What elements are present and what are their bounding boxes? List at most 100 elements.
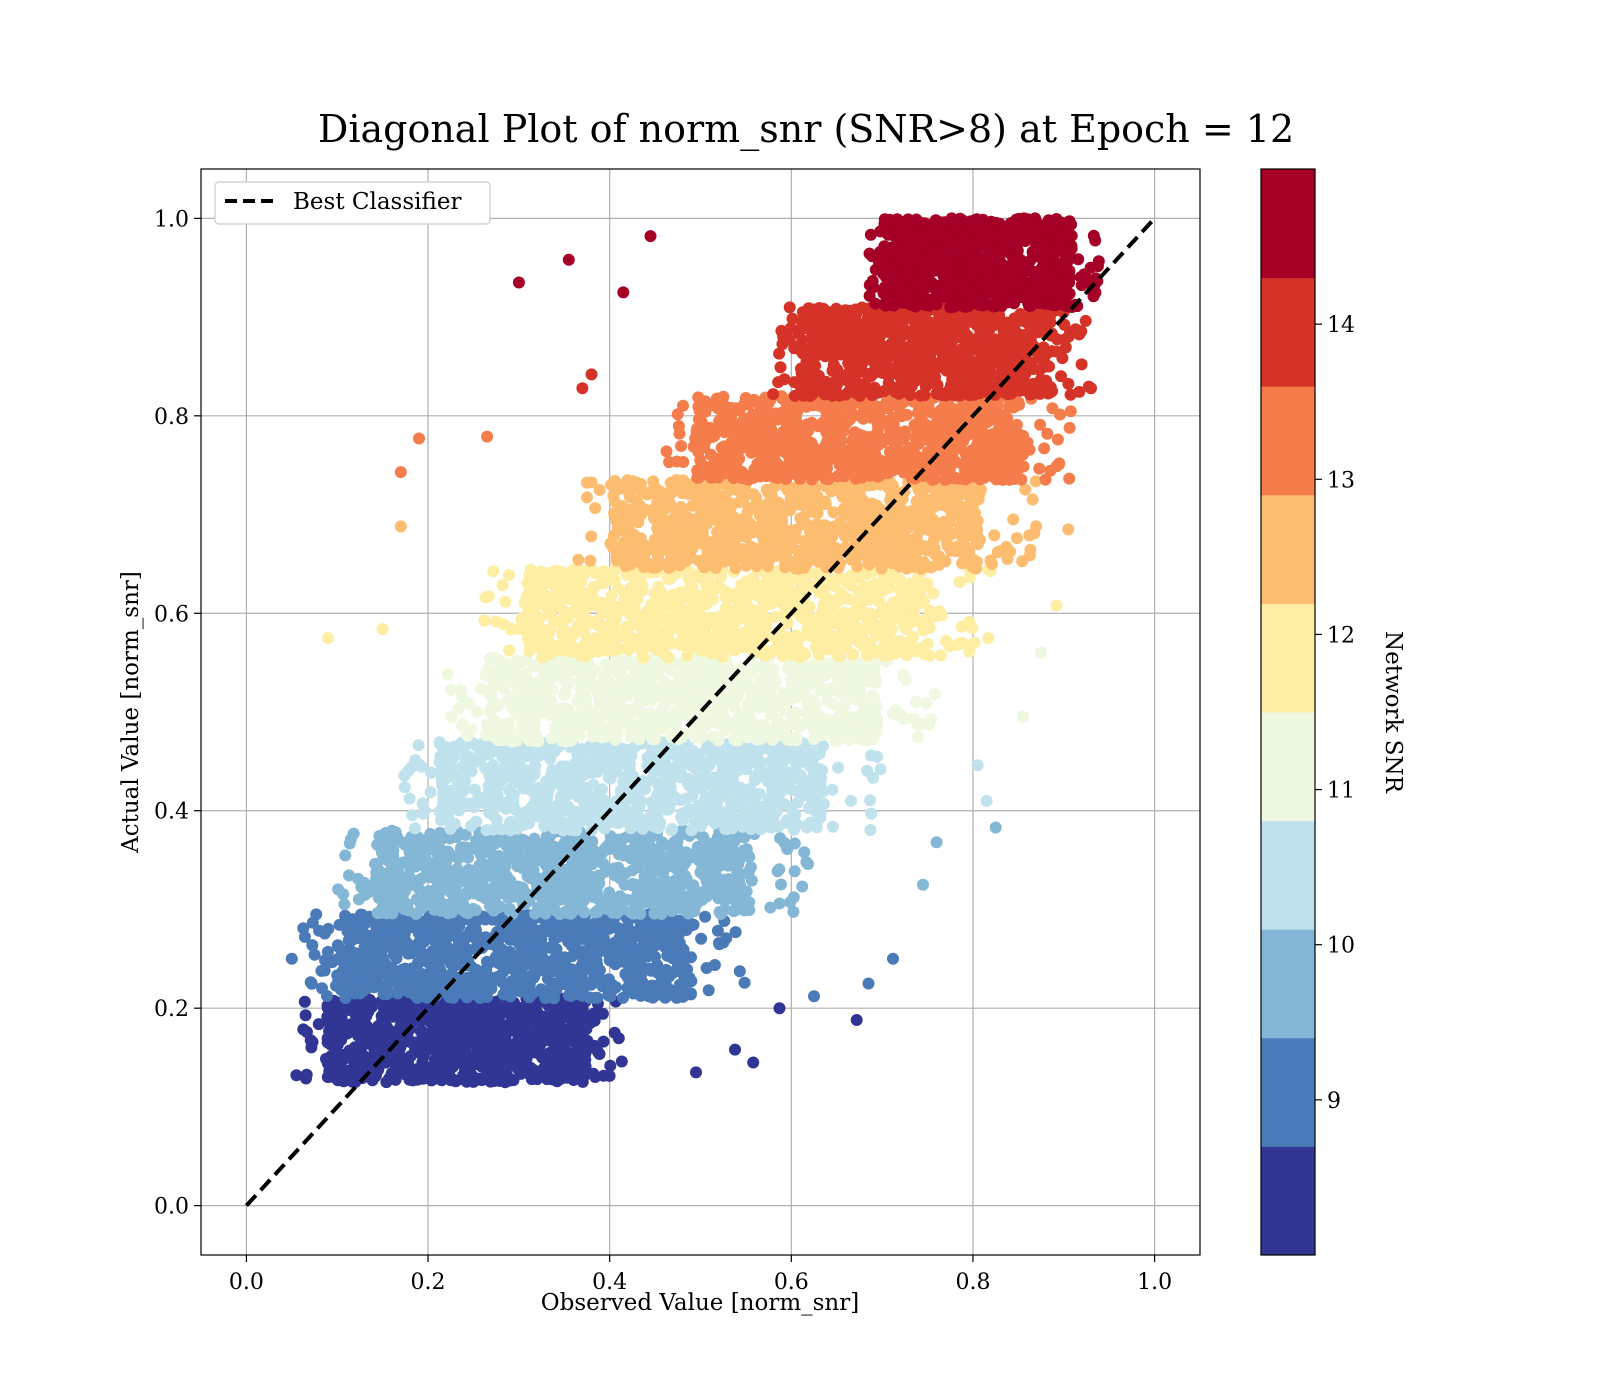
scatter-point — [346, 952, 359, 964]
scatter-point — [864, 794, 877, 807]
scatter-point — [532, 1022, 545, 1034]
scatter-point — [642, 686, 655, 698]
scatter-point — [421, 1062, 434, 1075]
scatter-point — [458, 1022, 471, 1035]
scatter-point — [807, 747, 820, 760]
scatter-point — [481, 1053, 493, 1066]
scatter-point — [798, 846, 811, 859]
scatter-point — [673, 978, 686, 991]
scatter-point — [536, 674, 549, 687]
scatter-point — [444, 956, 457, 969]
scatter-point — [543, 814, 556, 827]
scatter-point — [369, 1070, 382, 1083]
scatter-point — [562, 989, 575, 1002]
scatter-point — [847, 648, 860, 661]
scatter-point — [363, 993, 376, 1006]
scatter-point — [629, 942, 642, 955]
scatter-point — [390, 1009, 403, 1022]
scatter-point — [597, 857, 610, 870]
scatter-point — [496, 751, 509, 764]
scatter-point — [793, 720, 806, 733]
scatter-point — [493, 859, 506, 872]
scatter-point — [573, 930, 585, 943]
scatter-point — [911, 731, 924, 743]
scatter-point — [864, 824, 877, 836]
scatter-point — [487, 804, 500, 817]
scatter-point — [306, 916, 319, 929]
scatter-point — [482, 780, 495, 793]
scatter-point — [713, 938, 726, 951]
scatter-point — [442, 942, 454, 954]
scatter-point — [330, 979, 342, 992]
scatter-point — [529, 907, 541, 920]
scatter-point — [730, 758, 743, 771]
scatter-point — [868, 696, 881, 709]
scatter-point — [533, 944, 546, 957]
scatter-point — [409, 754, 422, 767]
scatter-point — [735, 789, 748, 802]
scatter-point — [518, 772, 531, 785]
scatter-point — [368, 978, 381, 991]
scatter-point — [805, 663, 818, 676]
scatter-point — [609, 936, 622, 949]
scatter-point — [829, 735, 842, 748]
scatter-point — [443, 898, 456, 911]
scatter-point — [527, 798, 540, 811]
scatter-point — [646, 923, 659, 935]
scatter-point — [787, 905, 800, 918]
scatter-point — [488, 1074, 501, 1087]
scatter-point — [436, 922, 449, 935]
scatter-point — [567, 969, 580, 982]
scatter-point — [569, 870, 582, 883]
scatter-point — [871, 750, 884, 763]
scatter-point — [510, 1023, 523, 1036]
scatter-point — [520, 697, 533, 710]
scatter-point — [610, 664, 623, 677]
scatter-point — [496, 1052, 509, 1064]
scatter-point — [757, 719, 770, 731]
scatter-point — [337, 1075, 350, 1088]
scatter-point — [760, 671, 773, 684]
scatter-point — [597, 1035, 610, 1048]
scatter-point — [553, 1054, 566, 1067]
scatter-point — [442, 804, 455, 817]
scatter-point — [701, 812, 714, 825]
scatter-point — [352, 1055, 364, 1068]
scatter-point — [738, 976, 751, 989]
scatter-point — [857, 662, 870, 675]
scatter-point — [771, 865, 784, 878]
scatter-point — [394, 873, 407, 886]
scatter-point — [616, 845, 629, 857]
scatter-point — [721, 834, 733, 847]
scatter-point — [498, 670, 511, 683]
scatter-point — [635, 968, 648, 981]
scatter-point — [485, 682, 498, 694]
scatter-point — [684, 988, 697, 1001]
scatter-point — [620, 952, 633, 965]
scatter-point — [602, 771, 615, 784]
scatter-point — [496, 579, 509, 592]
scatter-point — [522, 817, 535, 830]
scatter-point — [498, 682, 510, 695]
scatter-point — [404, 921, 417, 933]
scatter-point — [717, 725, 730, 738]
scatter-point — [832, 672, 845, 685]
scatter-point — [491, 1019, 504, 1032]
scatter-point — [648, 907, 661, 920]
scatter-point — [598, 794, 611, 807]
scatter-point — [577, 757, 590, 770]
scatter-point — [811, 709, 824, 722]
scatter-point — [907, 712, 920, 725]
scatter-point — [556, 671, 569, 684]
scatter-point — [549, 883, 562, 896]
scatter-point — [342, 1049, 355, 1062]
scatter-point — [740, 885, 753, 898]
scatter-point — [714, 782, 727, 795]
scatter-point — [764, 709, 777, 721]
scatter-point — [357, 1023, 370, 1036]
scatter-point — [545, 742, 557, 755]
scatter-point — [571, 1015, 584, 1028]
chart-title: Diagonal Plot of norm_snr (SNR>8) at Epo… — [318, 107, 1294, 152]
scatter-point — [835, 688, 848, 701]
scatter-point — [324, 1038, 337, 1051]
